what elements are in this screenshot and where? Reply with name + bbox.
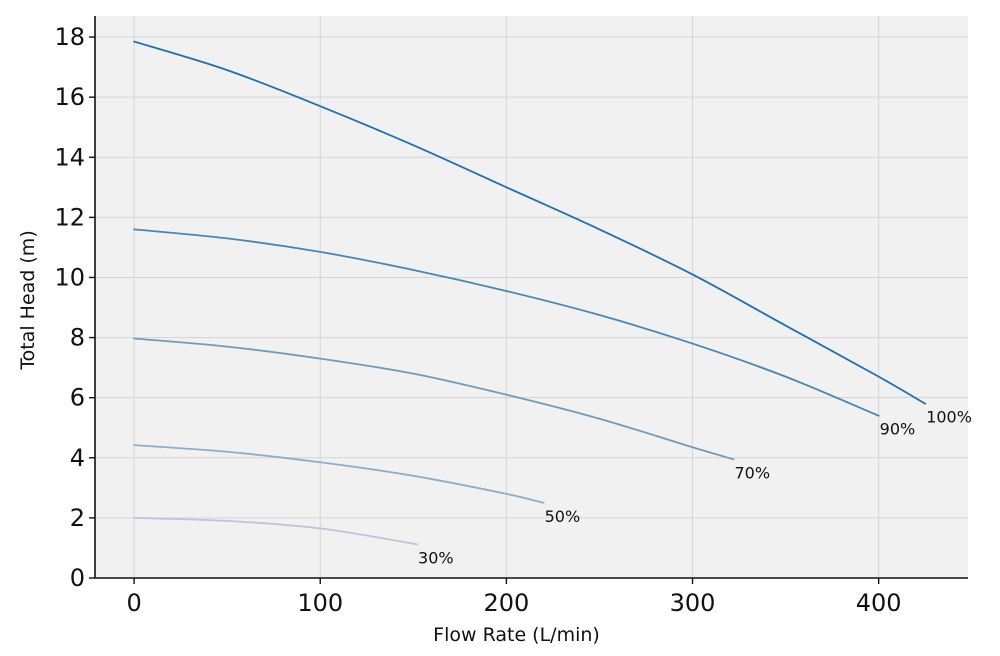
y-tick-label: 6 — [70, 384, 85, 412]
x-tick-label: 400 — [856, 589, 902, 617]
curve-label-50-pct: 50% — [545, 507, 581, 526]
y-axis-title: Total Head (m) — [17, 230, 39, 370]
x-axis-title: Flow Rate (L/min) — [433, 624, 600, 646]
y-tick-label: 12 — [54, 203, 85, 231]
series-line-70-pct — [133, 337, 735, 461]
y-tick-label: 0 — [70, 564, 85, 592]
y-tick-label: 14 — [54, 143, 85, 171]
curve-labels: 100% 90% 70% 50% 30% — [418, 408, 972, 568]
curve-label-70-pct: 70% — [734, 463, 770, 482]
y-tick-label: 10 — [54, 263, 85, 291]
y-tick-label: 4 — [70, 444, 85, 472]
x-tick-label: 300 — [670, 589, 716, 617]
series-line-100-pct — [133, 40, 927, 405]
x-tick-labels: 0 100 200 300 400 — [126, 589, 901, 617]
y-tick-label: 8 — [70, 324, 85, 352]
x-tick-label: 200 — [483, 589, 529, 617]
series-line-90-pct — [133, 228, 880, 417]
series-lines — [133, 40, 927, 546]
y-tick-label: 2 — [70, 504, 85, 532]
y-tick-labels: 0 2 4 6 8 10 12 14 16 18 — [54, 23, 85, 592]
curve-label-90-pct: 90% — [880, 420, 916, 439]
curve-label-30-pct: 30% — [418, 548, 454, 567]
y-tick-label: 16 — [54, 83, 85, 111]
x-tick-label: 100 — [297, 589, 343, 617]
curve-label-100-pct: 100% — [926, 408, 972, 427]
axes — [94, 16, 968, 579]
x-tick-label: 0 — [126, 589, 141, 617]
series-line-30-pct — [133, 516, 418, 546]
series-line-50-pct — [133, 444, 545, 504]
y-tick-label: 18 — [54, 23, 85, 51]
